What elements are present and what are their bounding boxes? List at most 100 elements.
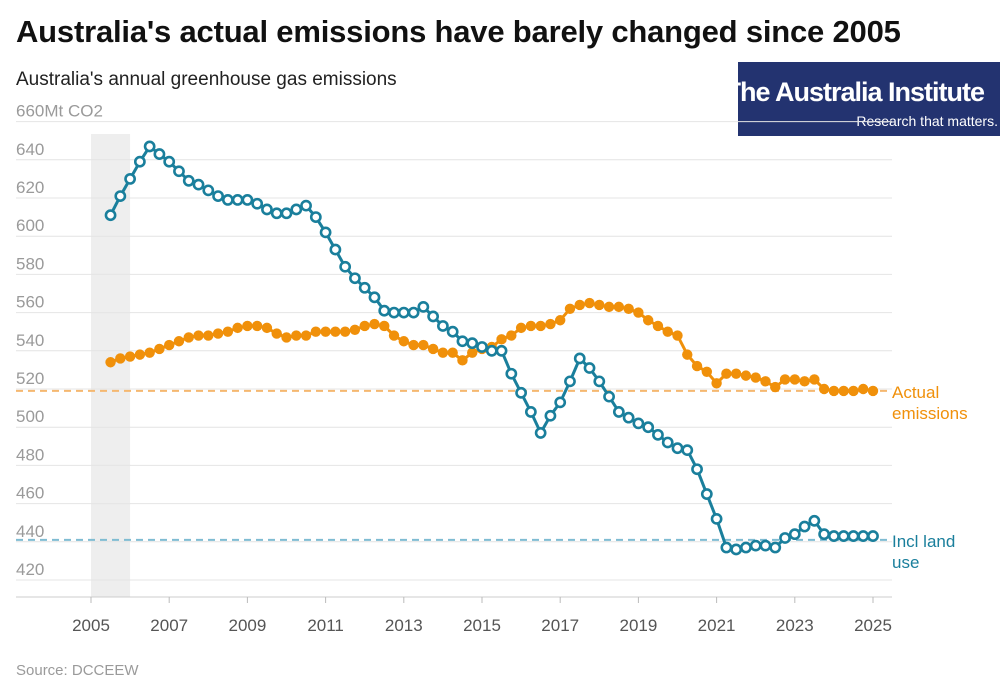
incl-land-use-point — [300, 199, 312, 212]
incl-land-use-point — [652, 428, 664, 441]
source-note: Source: DCCEEW — [16, 662, 139, 679]
incl-land-use-point — [290, 203, 303, 216]
incl-land-use-point — [476, 341, 488, 353]
actual-emissions-point — [154, 343, 165, 355]
actual-emissions-point — [682, 349, 693, 360]
actual-emissions-point — [339, 326, 351, 337]
incl-land-use-point — [212, 190, 224, 202]
incl-land-use-point — [554, 396, 567, 409]
incl-land-use-label: Incl land — [892, 532, 955, 551]
incl-land-use-point — [349, 272, 361, 285]
incl-land-use-point — [818, 528, 831, 541]
x-tick-label: 2023 — [776, 616, 814, 635]
x-tick-label: 2011 — [307, 616, 344, 635]
actual-emissions-point — [388, 330, 400, 341]
actual-emissions-point — [515, 322, 527, 334]
incl-land-use-point — [319, 226, 332, 239]
incl-land-use-point — [583, 362, 596, 374]
actual-emissions-label: emissions — [892, 404, 968, 423]
actual-emissions-point — [398, 336, 409, 347]
actual-emissions-point — [457, 355, 468, 366]
actual-emissions-label: Actual — [892, 383, 939, 402]
actual-emissions-point — [310, 326, 322, 337]
incl-land-use-point — [329, 243, 342, 256]
incl-land-use-point — [407, 306, 420, 319]
incl-land-use-point — [485, 344, 498, 357]
actual-emissions-point — [633, 307, 644, 318]
actual-emissions-point — [134, 349, 146, 360]
actual-emissions-point — [809, 374, 820, 385]
actual-emissions-point — [770, 381, 781, 393]
actual-emissions-point — [672, 330, 683, 341]
y-tick-label: 600 — [16, 216, 44, 235]
incl-land-use-point — [603, 390, 615, 403]
actual-emissions-point — [525, 320, 537, 332]
actual-emissions-point — [242, 320, 253, 332]
actual-emissions-point — [222, 326, 234, 337]
incl-land-use-point — [182, 174, 195, 187]
incl-land-use-point — [436, 320, 449, 332]
actual-emissions-point — [164, 339, 175, 351]
y-axis-top-label: 660Mt CO2 — [16, 102, 103, 121]
incl-land-use-point — [446, 325, 459, 338]
actual-emissions-point — [789, 374, 800, 385]
incl-land-use-point — [710, 512, 723, 525]
y-tick-label: 460 — [16, 484, 44, 503]
chart-title: Australia's actual emissions have barely… — [16, 14, 901, 49]
actual-emissions-point — [799, 376, 810, 387]
actual-emissions-point — [496, 334, 507, 345]
actual-emissions-point — [545, 318, 556, 330]
actual-emissions-point — [838, 385, 849, 397]
incl-land-use-point — [104, 209, 117, 222]
actual-emissions-point — [271, 328, 282, 339]
x-tick-label: 2017 — [541, 616, 579, 635]
actual-emissions-point — [427, 343, 439, 355]
incl-land-use-point — [163, 155, 176, 168]
incl-land-use-point — [114, 190, 127, 202]
incl-land-use-point — [642, 421, 655, 434]
incl-land-use-point — [632, 417, 645, 430]
actual-emissions-point — [584, 297, 595, 309]
actual-emissions-point — [779, 374, 791, 385]
actual-emissions-point — [652, 320, 664, 332]
incl-land-use-point — [837, 530, 850, 542]
actual-emissions-point — [349, 324, 361, 335]
incl-land-use-point — [505, 367, 518, 380]
actual-emissions-point — [124, 351, 136, 362]
y-tick-label: 520 — [16, 369, 44, 388]
incl-land-use-point — [456, 335, 469, 348]
incl-land-use-point — [564, 375, 576, 388]
incl-land-use-point — [808, 514, 821, 527]
actual-emissions-point — [828, 385, 840, 397]
incl-land-use-point — [593, 375, 606, 388]
incl-land-use-point — [397, 306, 410, 319]
actual-emissions-point — [379, 320, 390, 332]
x-tick-label: 2025 — [854, 616, 892, 635]
actual-emissions-point — [203, 330, 214, 341]
incl-land-use-point — [339, 260, 352, 273]
actual-emissions-point — [281, 332, 292, 343]
actual-emissions-point — [848, 385, 859, 397]
incl-land-use-point — [612, 406, 625, 418]
actual-emissions-point — [232, 322, 243, 334]
y-tick-label: 580 — [16, 254, 44, 273]
y-tick-label: 480 — [16, 445, 44, 464]
incl-land-use-point — [133, 155, 146, 168]
x-tick-label: 2015 — [463, 616, 501, 635]
incl-land-use-point — [378, 304, 391, 317]
incl-land-use-point — [573, 352, 586, 365]
actual-emissions-point — [251, 320, 263, 332]
incl-land-use-point — [124, 172, 137, 185]
actual-emissions-point — [750, 372, 761, 383]
incl-land-use-point — [798, 520, 811, 533]
actual-emissions-point — [535, 320, 546, 332]
incl-land-use-point — [720, 541, 733, 554]
actual-emissions-point — [701, 366, 713, 378]
incl-land-use-point — [221, 194, 234, 206]
actual-emissions-point — [858, 383, 869, 395]
x-tick-label: 2007 — [150, 616, 188, 635]
incl-land-use-point — [417, 300, 430, 313]
actual-emissions-point — [613, 301, 625, 313]
incl-land-use-point — [524, 406, 537, 418]
